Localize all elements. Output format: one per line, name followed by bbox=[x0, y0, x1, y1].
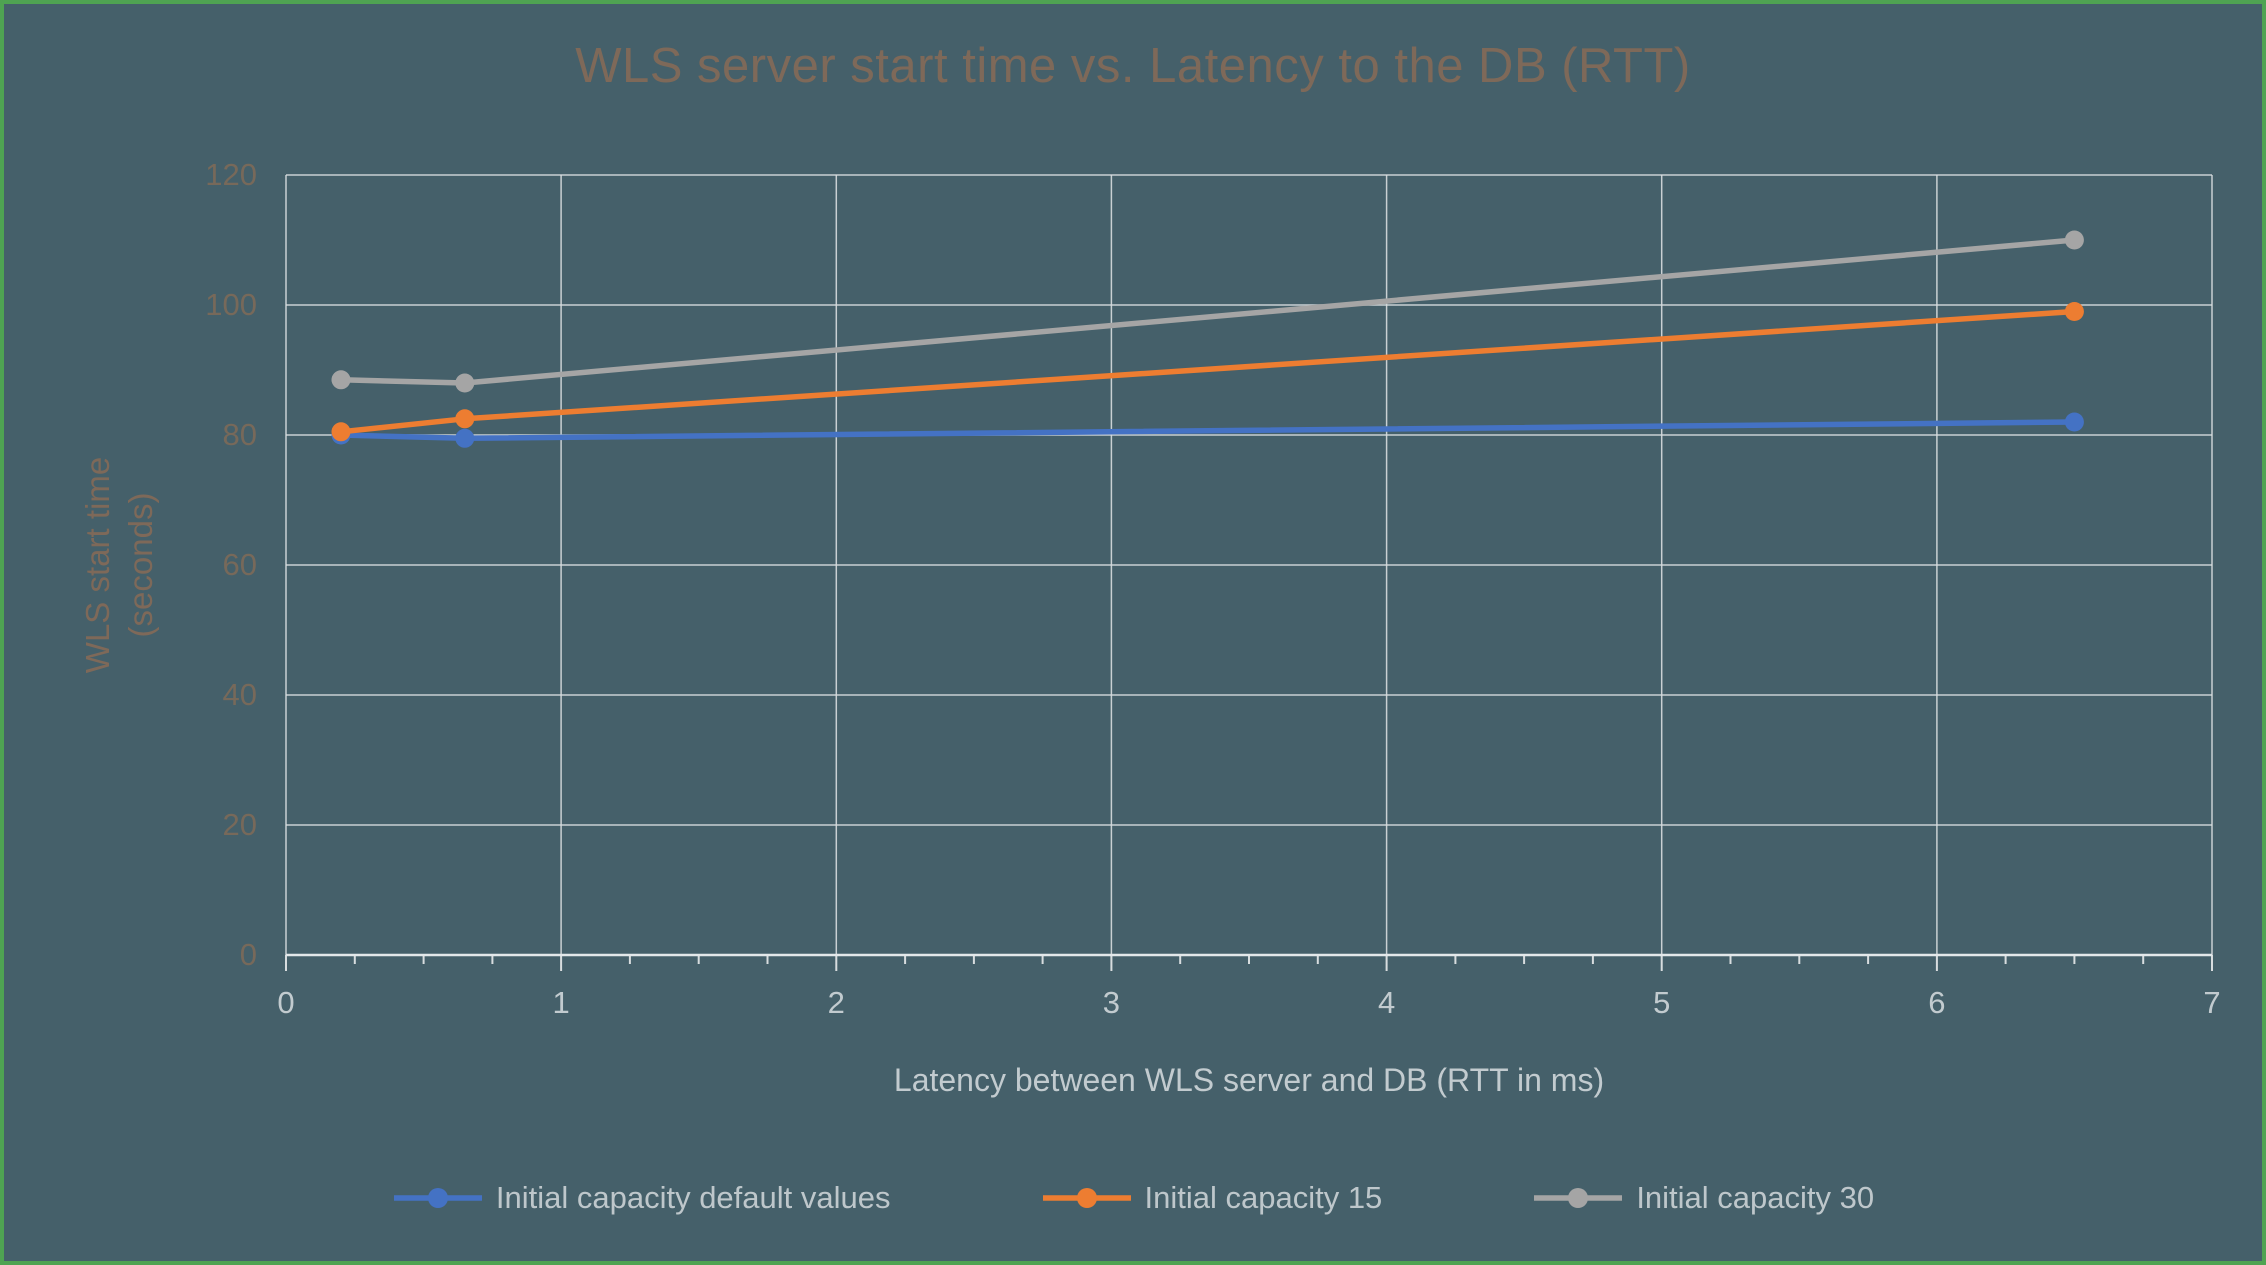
legend-item: Initial capacity default values bbox=[392, 1180, 891, 1216]
y-tick-label: 100 bbox=[205, 287, 257, 322]
x-tick-label: 4 bbox=[1377, 985, 1396, 1020]
y-axis-title-line1: WLS start time bbox=[79, 456, 117, 674]
data-point bbox=[455, 409, 475, 429]
x-axis-title: Latency between WLS server and DB (RTT i… bbox=[893, 1062, 1605, 1098]
y-tick-label: 20 bbox=[222, 807, 257, 842]
legend-label: Initial capacity default values bbox=[495, 1180, 891, 1215]
y-axis-title-line2: (seconds) bbox=[122, 492, 159, 638]
x-tick-label: 1 bbox=[552, 985, 570, 1020]
x-axis-ticks bbox=[285, 953, 2213, 971]
legend-item: Initial capacity 15 bbox=[1041, 1180, 1383, 1216]
legend-marker-icon bbox=[1042, 1188, 1131, 1208]
x-tick-label: 2 bbox=[827, 985, 845, 1020]
y-tick-label: 0 bbox=[239, 937, 257, 972]
y-tick-label: 40 bbox=[222, 677, 257, 712]
data-point bbox=[2064, 412, 2084, 432]
legend-marker-icon bbox=[393, 1188, 482, 1208]
x-tick-label: 3 bbox=[1102, 985, 1121, 1020]
y-axis-title: WLS start time (seconds) bbox=[77, 457, 163, 673]
gridlines bbox=[285, 174, 2213, 956]
plot-area bbox=[285, 174, 2213, 971]
x-tick-label: 6 bbox=[1928, 985, 1946, 1020]
data-point bbox=[331, 370, 351, 390]
legend-label: Initial capacity 15 bbox=[1144, 1180, 1383, 1215]
legend-marker-icon bbox=[1534, 1188, 1623, 1208]
chart-title: WLS server start time vs. Latency to the… bbox=[575, 39, 1691, 93]
series-line-0 bbox=[331, 412, 2084, 448]
data-point bbox=[455, 428, 475, 448]
x-tick-label: 7 bbox=[2203, 985, 2221, 1020]
y-tick-label: 80 bbox=[222, 417, 257, 452]
data-point bbox=[2064, 230, 2084, 250]
legend: Initial capacity default values Initial c… bbox=[4, 1180, 2262, 1216]
x-tick-label: 0 bbox=[277, 985, 295, 1020]
series-line-2 bbox=[331, 230, 2084, 393]
data-point bbox=[455, 373, 475, 393]
x-tick-label: 5 bbox=[1653, 985, 1671, 1020]
legend-item: Initial capacity 30 bbox=[1532, 1180, 1874, 1216]
data-point bbox=[2064, 302, 2084, 321]
y-tick-label: 120 bbox=[205, 157, 257, 192]
data-point bbox=[331, 422, 351, 442]
series-line-1 bbox=[331, 302, 2084, 442]
legend-label: Initial capacity 30 bbox=[1636, 1180, 1875, 1215]
y-tick-label: 60 bbox=[222, 547, 257, 582]
